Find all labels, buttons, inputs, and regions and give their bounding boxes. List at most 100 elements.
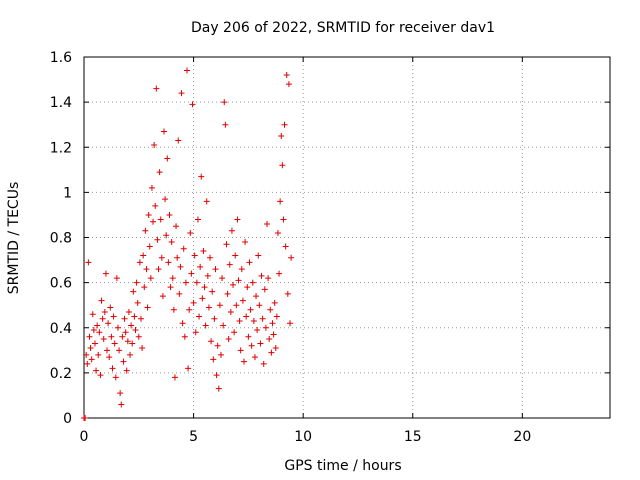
data-point [237,347,244,354]
data-points [81,67,295,421]
data-point [269,320,276,327]
data-point [184,67,191,74]
y-tick-label: 0.6 [50,276,72,292]
data-point [147,275,154,282]
data-point [127,351,134,358]
data-point [221,99,228,106]
data-point [116,347,123,354]
data-point [162,196,169,203]
data-point [231,329,238,336]
data-point [153,85,160,92]
data-point [173,223,180,230]
y-tick-label: 0.8 [50,231,72,247]
data-point [170,306,177,313]
y-axis-label: SRMTID / TECUs [6,182,22,295]
data-point [146,243,153,250]
data-point [281,121,288,128]
data-point [139,345,146,352]
data-point [120,358,127,365]
data-point [177,263,184,270]
data-point [279,162,286,169]
data-point [99,315,106,322]
data-point [276,270,283,277]
data-point [125,308,132,315]
data-point [105,320,112,327]
data-point [251,354,258,361]
data-point [260,360,267,367]
data-point [284,290,291,297]
data-point [86,333,93,340]
data-point [106,354,113,361]
data-point [187,229,194,236]
data-point [131,313,138,320]
data-point [200,248,207,255]
data-point [280,216,287,223]
data-point [215,385,222,392]
data-point [249,279,256,286]
data-point [197,263,204,270]
grid-lines [84,57,610,418]
data-point [180,245,187,252]
data-point [91,340,98,347]
axis-ticks [83,56,610,419]
data-point [82,415,89,421]
data-point [196,313,203,320]
data-point [87,345,94,352]
x-tick-label: 10 [294,429,312,445]
data-point [165,259,172,266]
data-point [243,313,250,320]
data-point [216,302,223,309]
x-tick-label: 20 [513,429,531,445]
data-point [169,275,176,282]
data-point [100,336,107,343]
data-point [288,254,295,261]
data-point [208,338,215,345]
data-point [278,132,285,139]
data-point [164,155,171,162]
data-point [273,313,280,320]
data-point [143,266,150,273]
data-point [244,284,251,291]
data-point [193,279,200,286]
data-point [129,340,136,347]
data-point [107,304,114,311]
data-point [182,279,189,286]
data-point [112,374,119,381]
data-point [213,372,220,379]
data-point [181,333,188,340]
data-point [235,277,242,284]
data-point [239,297,246,304]
data-point [136,259,143,266]
y-tick-label: 0.4 [50,321,72,337]
data-point [83,351,90,358]
data-point [233,302,240,309]
data-point [256,302,263,309]
y-tick-label: 1.2 [50,140,72,156]
data-point [238,266,245,273]
data-point [210,356,217,363]
data-point [156,169,163,176]
data-point [141,284,148,291]
data-point [178,90,185,97]
data-point [282,243,289,250]
chart-title: Day 206 of 2022, SRMTID for receiver dav… [191,20,495,36]
data-point [90,327,97,334]
data-point [157,216,164,223]
data-point [245,333,252,340]
data-point [84,360,91,367]
data-point [271,299,278,306]
data-point [151,141,158,148]
data-point [95,351,102,358]
data-point [134,299,141,306]
data-point [118,401,125,408]
data-point [265,275,272,282]
data-point [168,239,175,246]
data-point [98,297,105,304]
data-point [226,261,233,268]
x-tick-label: 0 [80,429,89,445]
data-point [94,322,101,329]
plot-frame [83,56,611,419]
data-point [174,254,181,261]
data-point [287,320,294,327]
data-point [220,322,227,329]
